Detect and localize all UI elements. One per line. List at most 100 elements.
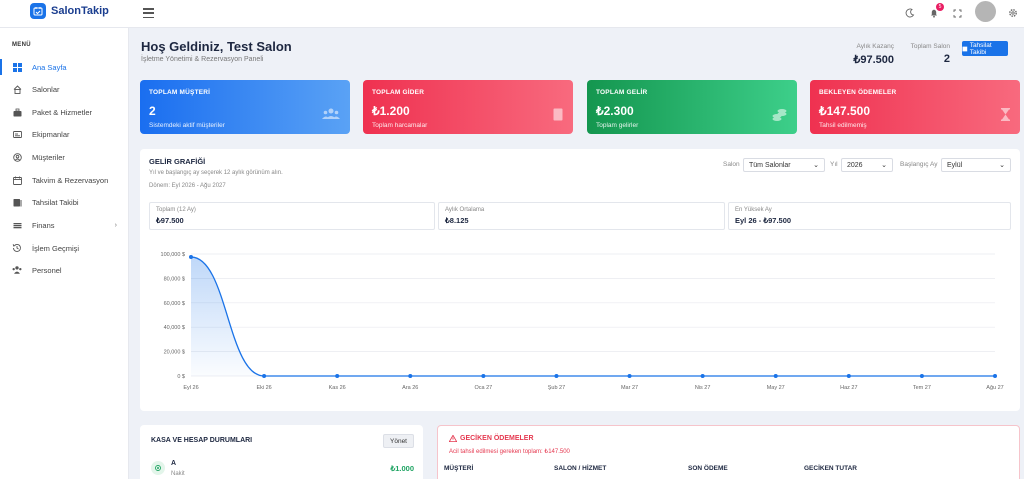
sidebar-item-takvim-rezervasyon[interactable]: Takvim & Rezervasyon: [0, 171, 129, 189]
sidebar-item-ana-sayfa[interactable]: Ana Sayfa: [0, 58, 129, 76]
card-total-expense: TOPLAM GİDER ₺1.200 Toplam harcamalar: [363, 80, 573, 134]
sidebar-item-label: Ana Sayfa: [32, 62, 67, 72]
column-header-last-payment: SON ÖDEME: [688, 465, 728, 472]
sidebar-item-musteriler[interactable]: Müşteriler: [0, 148, 129, 166]
data-point[interactable]: [627, 374, 632, 378]
settings-gear-icon[interactable]: [1006, 6, 1020, 20]
y-tick-label: 40,000 $: [164, 325, 185, 331]
fullscreen-icon[interactable]: [950, 6, 964, 20]
sidebar-item-tahsilat-takibi[interactable]: Tahsilat Takibi: [0, 193, 129, 211]
account-amount: ₺1.000: [390, 464, 414, 473]
chart-subtitle: Yıl ve başlangıç ay seçerek 12 aylık gör…: [149, 170, 283, 176]
sidebar-item-label: Müşteriler: [32, 152, 65, 162]
monthly-income-label: Aylık Kazanç: [856, 43, 894, 50]
summary-label: En Yüksek Ay: [735, 207, 772, 213]
salon-select-value: Tüm Salonlar: [749, 161, 791, 169]
card-subtitle: Toplam harcamalar: [372, 122, 428, 129]
y-tick-label: 80,000 $: [164, 276, 185, 282]
y-tick-label: 60,000 $: [164, 301, 185, 307]
sidebar-item-salonlar[interactable]: Salonlar: [0, 80, 129, 98]
manage-button[interactable]: Yönet: [383, 434, 414, 448]
chart-period: Dönem: Eyl 2026 - Ağu 2027: [149, 183, 226, 189]
summary-monthly-average: Aylık Ortalama ₺8.125: [438, 202, 725, 230]
x-tick-label: Haz 27: [840, 385, 857, 391]
summary-label: Toplam (12 Ay): [156, 207, 196, 213]
kasa-title: KASA VE HESAP DURUMLARI: [151, 437, 253, 444]
chevron-down-icon: ⌄: [999, 162, 1005, 169]
late-payments-subtitle: Acil tahsil edilmesi gereken toplam: ₺14…: [449, 449, 570, 455]
warning-icon: [449, 435, 457, 442]
late-payments-title: GECİKEN ÖDEMELER: [460, 435, 534, 442]
sidebar-item-label: İşlem Geçmişi: [32, 243, 80, 253]
data-point[interactable]: [700, 374, 705, 378]
summary-value: Eyl 26 - ₺97.500: [735, 216, 792, 225]
kasa-panel: KASA VE HESAP DURUMLARI Yönet A Nakit ₺1…: [140, 425, 423, 479]
account-type: Nakit: [171, 471, 185, 477]
start-month-select[interactable]: Eylül ⌄: [941, 158, 1011, 172]
user-avatar[interactable]: [975, 1, 996, 22]
x-tick-label: Ağu 27: [986, 385, 1003, 391]
dark-mode-icon[interactable]: [903, 6, 917, 20]
tahsilat-takibi-button[interactable]: Tahsilat Takibi: [962, 41, 1008, 56]
sidebar-item-label: Finans: [32, 220, 55, 230]
start-month-filter-label: Başlangıç Ay: [900, 161, 938, 168]
tahsilat-button-label: Tahsilat Takibi: [969, 41, 992, 56]
sidebar-item-paket-hizmetler[interactable]: Paket & Hizmetler: [0, 103, 129, 121]
data-point[interactable]: [189, 255, 193, 260]
data-point[interactable]: [919, 374, 924, 378]
data-point[interactable]: [993, 374, 997, 378]
column-header-customer: MÜŞTERİ: [444, 465, 474, 472]
package-icon: [12, 107, 22, 117]
data-point[interactable]: [773, 374, 778, 378]
account-name: A: [171, 460, 177, 467]
collection-icon: [12, 197, 22, 207]
sidebar-item-ekipmanlar[interactable]: Ekipmanlar: [0, 125, 129, 143]
dashboard-icon: [12, 62, 22, 72]
sidebar-item-label: Takvim & Rezervasyon: [32, 175, 109, 185]
summary-highest-month: En Yüksek Ay Eyl 26 - ₺97.500: [728, 202, 1011, 230]
chevron-down-icon: ⌄: [881, 162, 887, 169]
data-point[interactable]: [846, 374, 851, 378]
customers-icon: [12, 152, 22, 162]
card-pending-payments: BEKLEYEN ÖDEMELER ₺147.500 Tahsil edilme…: [810, 80, 1020, 134]
x-tick-label: Eki 26: [256, 385, 271, 391]
app-name: SalonTakip: [51, 5, 109, 17]
notification-bell-icon[interactable]: 5: [927, 3, 944, 20]
card-value: 2: [149, 104, 156, 118]
data-point[interactable]: [408, 374, 413, 378]
data-point[interactable]: [262, 374, 267, 378]
total-salon-stat: Toplam Salon 2: [905, 43, 950, 65]
monthly-income-stat: Aylık Kazanç ₺97.500: [848, 43, 894, 66]
app-logo[interactable]: SalonTakip: [30, 3, 109, 19]
data-point[interactable]: [335, 374, 340, 378]
data-point[interactable]: [481, 374, 486, 378]
year-select[interactable]: 2026 ⌄: [841, 158, 893, 172]
column-header-salon-service: SALON / HİZMET: [554, 465, 607, 472]
x-tick-label: Nis 27: [695, 385, 711, 391]
card-subtitle: Toplam gelirler: [596, 122, 639, 129]
income-area: [191, 257, 995, 376]
salon-select[interactable]: Tüm Salonlar ⌄: [743, 158, 825, 172]
finance-icon: [12, 220, 22, 230]
year-filter-label: Yıl: [830, 161, 838, 168]
sidebar-item-islem-gecmisi[interactable]: İşlem Geçmişi: [0, 239, 129, 257]
data-point[interactable]: [554, 374, 559, 378]
x-tick-label: Şub 27: [548, 385, 565, 391]
summary-value: ₺8.125: [445, 216, 469, 225]
y-tick-label: 0 $: [177, 374, 185, 380]
sidebar-item-label: Salonlar: [32, 84, 60, 94]
x-tick-label: May 27: [767, 385, 785, 391]
summary-value: ₺97.500: [156, 216, 184, 225]
staff-icon: [12, 265, 22, 275]
receipt-icon: [553, 108, 563, 121]
menu-toggle-icon[interactable]: [143, 8, 154, 18]
sidebar-item-finans[interactable]: Finans ›: [0, 216, 129, 234]
card-value: ₺2.300: [596, 104, 634, 118]
sidebar-item-personel[interactable]: Personel: [0, 261, 129, 279]
card-title: BEKLEYEN ÖDEMELER: [819, 89, 897, 96]
y-tick-label: 100,000 $: [161, 252, 185, 258]
equipment-icon: [12, 129, 22, 139]
sidebar: MENÜ Ana Sayfa Salonlar Paket & Hizmetle…: [0, 28, 129, 479]
x-tick-label: Mar 27: [621, 385, 638, 391]
document-icon: [962, 46, 968, 51]
